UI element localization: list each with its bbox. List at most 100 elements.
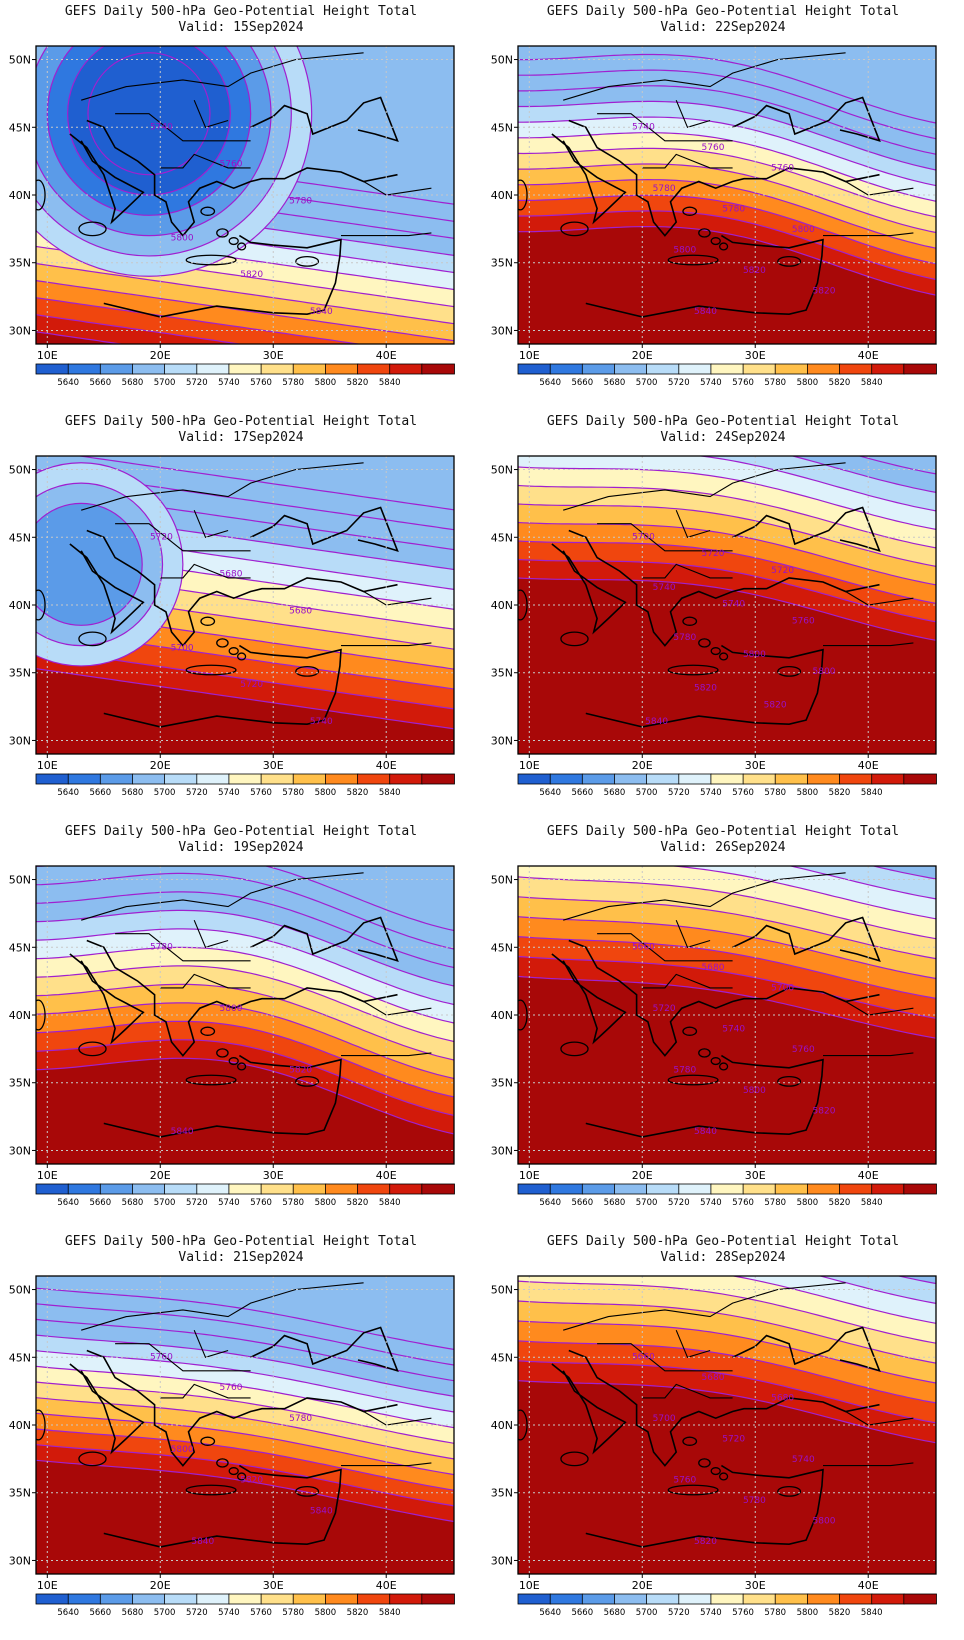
island: [719, 1472, 729, 1481]
contour-label: 5700: [632, 532, 655, 542]
island: [295, 255, 320, 267]
colorbar-swatch: [260, 363, 295, 375]
coastline: [103, 1054, 342, 1138]
island: [78, 221, 107, 237]
lat-tick-label: 40N: [491, 1009, 513, 1022]
country-border: [823, 232, 914, 237]
contour-label: 5760: [702, 143, 725, 153]
country-border: [823, 1052, 914, 1057]
coastline: [86, 1349, 398, 1467]
colorbar-label: 5800: [315, 378, 337, 388]
panel-title: GEFS Daily 500-hPa Geo-Potential Height …: [0, 1234, 482, 1266]
coastline: [250, 96, 399, 143]
colorbar-swatch: [67, 773, 102, 785]
colorbar-swatch: [292, 1593, 327, 1605]
island: [36, 999, 46, 1031]
colorbar-label: 5720: [668, 1608, 690, 1618]
contour-label: 5800: [813, 1517, 836, 1527]
island: [185, 664, 237, 676]
colorbar-label: 5720: [186, 1608, 208, 1618]
colorbar-swatch: [614, 773, 648, 785]
colorbar-label: 5740: [218, 1608, 240, 1618]
colorbar-swatch: [871, 1183, 905, 1195]
colorbar-label: 5720: [668, 1198, 690, 1208]
colorbar-swatch: [774, 1183, 809, 1195]
contour-label: 5700: [771, 984, 794, 994]
island: [667, 254, 719, 266]
colorbar-label: 5660: [89, 1198, 111, 1208]
colorbar-label: 5780: [282, 788, 304, 798]
lat-tick-label: 30N: [491, 734, 513, 747]
contour-label: 5800: [813, 667, 836, 677]
colorbar-swatch: [35, 773, 70, 785]
lat-tick-label: 35N: [9, 667, 31, 680]
coastline: [69, 543, 145, 635]
country-border: [193, 509, 229, 538]
colorbar-swatch: [35, 1593, 70, 1605]
contour-label: 5720: [702, 549, 725, 559]
colorbar-label: 5640: [57, 1198, 79, 1208]
colorbar-label: 5840: [861, 378, 883, 388]
lat-tick-label: 45N: [9, 1351, 31, 1364]
contour-label: 5740: [722, 1025, 745, 1035]
height-map: 5740 5760 5780 5800 5820 5840 10E 20E 30E 40E 30N 3…: [9, 45, 455, 388]
colorbar-label: 5740: [218, 1198, 240, 1208]
colorbar-swatch: [99, 773, 134, 785]
island: [682, 206, 698, 216]
colorbar-label: 5700: [154, 378, 176, 388]
panel-valid-date: Valid: 21Sep2024: [178, 1250, 304, 1265]
colorbar-swatch: [67, 363, 102, 375]
contour-band: [935, 456, 936, 457]
lon-tick-label: 20E: [632, 349, 653, 362]
colorbar-swatch: [196, 773, 230, 785]
colorbar-label: 5760: [250, 1198, 272, 1208]
low-contour: [36, 502, 143, 626]
coastline: [568, 939, 880, 1057]
colorbar-swatch: [67, 1593, 102, 1605]
colorbar-swatch: [132, 773, 166, 785]
colorbar-swatch: [581, 363, 616, 375]
colorbar-swatch: [260, 1593, 295, 1605]
colorbar-swatch: [164, 773, 198, 785]
colorbar-label: 5820: [347, 1198, 369, 1208]
colorbar-swatch: [196, 363, 230, 375]
island: [710, 1467, 721, 1476]
colorbar-label: 5780: [282, 378, 304, 388]
country-border: [341, 642, 432, 647]
contour-label: 5820: [764, 700, 787, 710]
lon-tick-label: 10E: [519, 1169, 540, 1182]
colorbar-swatch: [421, 773, 455, 785]
colorbar-swatch: [196, 1593, 230, 1605]
contour-band: [857, 456, 936, 475]
colorbar-label: 5820: [829, 1198, 851, 1208]
country-border: [341, 232, 432, 237]
island: [518, 1409, 528, 1441]
lat-tick-label: 50N: [491, 54, 513, 67]
map-panel: GEFS Daily 500-hPa Geo-Potential Height …: [482, 820, 964, 1230]
island: [200, 1026, 216, 1036]
island: [777, 1075, 802, 1087]
contour-label: 5820: [694, 1537, 717, 1547]
colorbar-label: 5700: [636, 1608, 658, 1618]
colorbar-swatch: [581, 773, 616, 785]
colorbar-swatch: [357, 1183, 391, 1195]
island: [710, 647, 721, 656]
colorbar-swatch: [806, 1593, 841, 1605]
lat-tick-label: 40N: [9, 1419, 31, 1432]
coastline: [568, 529, 880, 647]
coastline: [103, 644, 342, 728]
lon-tick-label: 20E: [150, 1579, 171, 1592]
panel-valid-date: Valid: 15Sep2024: [178, 20, 304, 35]
colorbar-swatch: [421, 1183, 455, 1195]
lat-tick-label: 45N: [9, 121, 31, 134]
colorbar-swatch: [35, 363, 70, 375]
country-border: [160, 1383, 251, 1399]
colorbar-label: 5820: [829, 788, 851, 798]
country-border: [642, 973, 733, 989]
colorbar-label: 5840: [379, 378, 401, 388]
colorbar-swatch: [132, 1183, 166, 1195]
colorbar-swatch: [292, 363, 327, 375]
height-map: 5660 5680 5700 5720 5740 5760 5780 5800 5820 5840…: [491, 865, 937, 1208]
country-border: [642, 563, 733, 579]
colorbar-label: 5780: [764, 1608, 786, 1618]
